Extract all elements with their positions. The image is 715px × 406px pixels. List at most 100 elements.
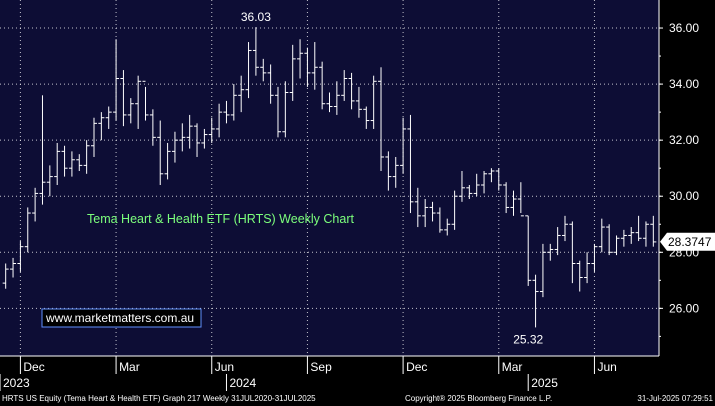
plot-area (0, 0, 659, 356)
ohlc-bar (90, 117, 97, 157)
y-tick-label: 32.00 (669, 133, 699, 147)
annotations: 36.03 25.32 (241, 10, 544, 346)
ohlc-bar (378, 67, 385, 171)
ohlc-bar (436, 207, 443, 233)
footer-timestamp: 31-Jul-2025 07:29:51 (637, 394, 713, 403)
ohlc-bar (223, 100, 230, 124)
ohlc-bar (532, 274, 539, 328)
ohlc-bar (32, 187, 39, 222)
ohlc-bar (171, 131, 178, 163)
ohlc-bar (230, 84, 237, 121)
last-price-tag: 28.3747 (660, 232, 715, 251)
ohlc-bar (539, 243, 546, 298)
ohlc-bar (135, 75, 142, 129)
ohlc-bar (194, 123, 201, 157)
x-month-label: Sep (310, 360, 332, 374)
ohlc-bar (326, 92, 333, 113)
ohlc-bar (635, 215, 642, 242)
ohlc-bar (127, 98, 134, 124)
ohlc-bar (407, 114, 414, 214)
ohlc-bar (208, 117, 215, 143)
ohlc-bar (120, 70, 127, 127)
last-price-label: 28.3747 (668, 235, 712, 249)
y-tick-label: 36.00 (669, 21, 699, 35)
ohlc-bar (297, 39, 304, 79)
x-month-label: Jun (215, 360, 234, 374)
ohlc-bar (473, 173, 480, 197)
ohlc-bar (24, 207, 31, 253)
ohlc-bar (451, 190, 458, 230)
ohlc-bar (620, 229, 627, 247)
ohlc-bar (591, 243, 598, 272)
ohlc-bar (201, 128, 208, 149)
ohlc-bar (370, 75, 377, 129)
ohlc-bar (495, 168, 502, 191)
ohlc-bar (385, 151, 392, 191)
ohlc-bar (341, 70, 348, 101)
ohlc-bar (628, 227, 635, 244)
ohlc-bar (267, 64, 274, 104)
x-year-label: 2025 (531, 376, 558, 390)
ohlc-bar (650, 215, 657, 247)
ohlc-bar (576, 260, 583, 292)
ohlc-bar (274, 86, 281, 138)
footer-left: HRTS US Equity (Tema Heart & Health ETF)… (2, 394, 316, 403)
x-year-label: 2023 (3, 376, 30, 390)
ohlc-bar (282, 81, 289, 138)
ohlc-bar (76, 154, 83, 171)
last-price-shape (660, 232, 715, 251)
y-tick-label: 26.00 (669, 301, 699, 315)
ohlc-bar (598, 218, 605, 253)
ohlc-bar (113, 39, 120, 121)
ohlc-bar (503, 182, 510, 214)
ohlc-bar (46, 165, 53, 197)
watermark-text: www.marketmatters.com.au (45, 311, 194, 325)
ohlc-bar (562, 215, 569, 242)
x-year-label: 2024 (229, 376, 256, 390)
grid (0, 0, 659, 356)
ohlc-bar (142, 80, 149, 121)
ohlc-bar (2, 263, 9, 289)
ohlc-bar (260, 58, 267, 82)
ohlc-bar (414, 187, 421, 228)
ohlc-bar (569, 221, 576, 284)
watermark: www.marketmatters.com.au (41, 308, 202, 328)
ohlc-bar (238, 75, 245, 113)
chart-title: Tema Heart & Health ETF (HRTS) Weekly Ch… (87, 212, 354, 226)
annotation-label: 36.03 (241, 10, 271, 24)
ohlc-bar (39, 95, 46, 205)
ohlc-bar (613, 235, 620, 256)
y-tick-label: 30.00 (669, 189, 699, 203)
ohlc-bar (333, 81, 340, 115)
ohlc-bar (83, 140, 90, 174)
y-tick-label: 34.00 (669, 77, 699, 91)
ohlc-bar (289, 44, 296, 101)
ohlc-bar (355, 86, 362, 118)
ohlc-bar (216, 103, 223, 138)
ohlc-bar (157, 120, 164, 186)
ohlc-bar (54, 142, 61, 186)
ohlc-bar (392, 156, 399, 188)
ohlc-bar (348, 72, 355, 110)
ohlc-bar (304, 47, 311, 87)
ohlc-bar (547, 243, 554, 261)
ohlc-bar (429, 201, 436, 222)
ohlc-bar (10, 257, 17, 278)
ohlc-bar (510, 190, 517, 216)
ohlc-bar (422, 199, 429, 228)
ohlc-bar (164, 142, 171, 180)
price-bars (2, 27, 657, 328)
ohlc-bar (466, 185, 473, 200)
ohlc-bar (319, 61, 326, 110)
x-month-label: Mar (119, 360, 140, 374)
ohlc-bar (444, 218, 451, 236)
ohlc-bar (458, 170, 465, 202)
ohlc-bar (363, 106, 370, 129)
ohlc-bar (481, 170, 488, 194)
ohlc-bar (186, 114, 193, 149)
ohlc-bar (252, 27, 259, 76)
ohlc-bar (400, 117, 407, 174)
